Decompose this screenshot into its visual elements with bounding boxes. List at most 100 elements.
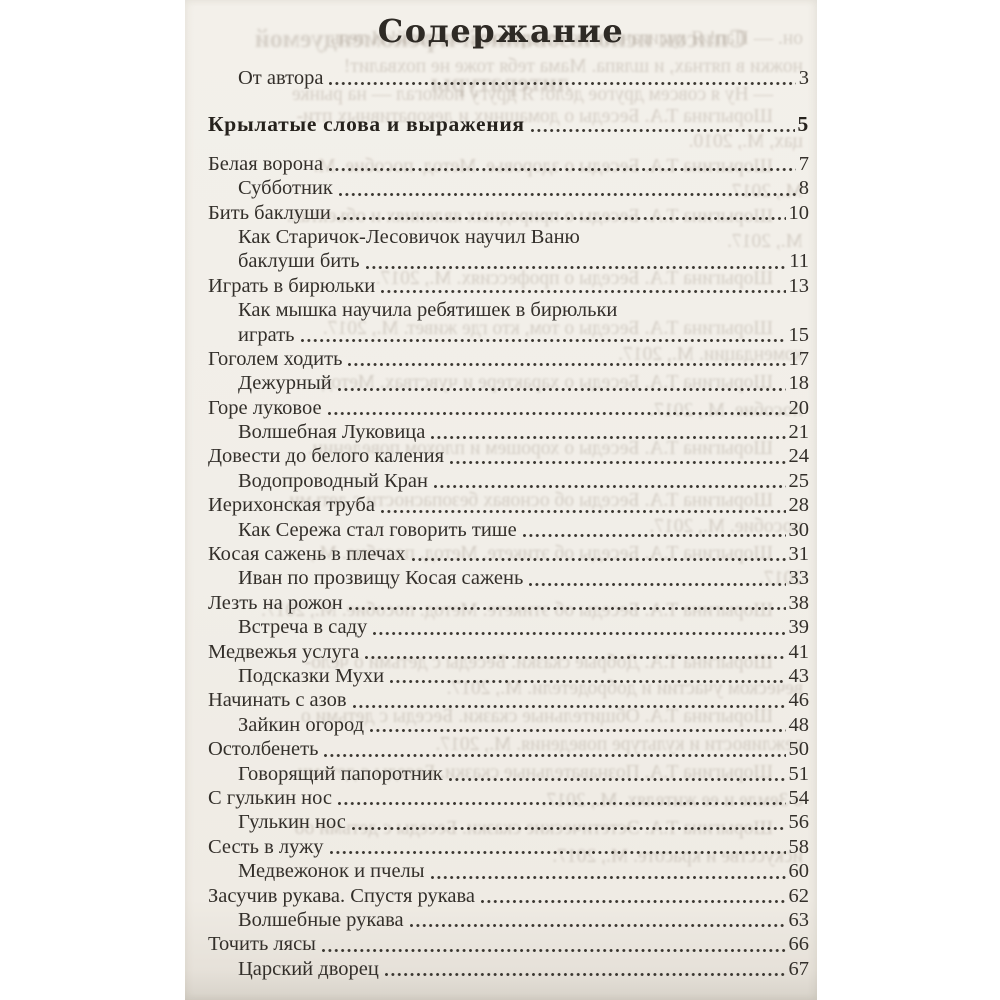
toc-entry-title: От автора [238, 67, 324, 89]
toc-entry-title: баклуши бить [238, 250, 360, 273]
toc-row: Остолбенеть 50 [208, 737, 809, 761]
toc-entry-title: Встреча в саду [238, 616, 368, 639]
toc-row: Субботник 8 [208, 176, 809, 200]
dot-leader [329, 168, 796, 172]
dot-leader [390, 680, 786, 684]
toc-entry-title: Как Сережа стал говорить тише [238, 518, 517, 541]
dot-leader [380, 509, 786, 513]
page-number: 30 [788, 518, 810, 541]
dot-leader [348, 363, 786, 367]
toc-row: Зайкин огород 48 [208, 713, 809, 737]
dot-leader [327, 412, 786, 416]
page-number: 67 [788, 957, 810, 980]
toc-entry-title: Медвежья услуга [208, 640, 360, 663]
book-page: Список использованной и рекомендуемой лит… [185, 0, 817, 1000]
toc-entry-title: Медвежонок и пчелы [238, 860, 425, 883]
toc-entry-title: Белая ворона [208, 152, 324, 175]
toc-entry-title: Как Старичок-Лесовичок научил Ваню [238, 225, 580, 248]
page-number: 20 [788, 396, 810, 419]
toc-entry-title: Бить баклуши [208, 201, 331, 224]
toc-row: Медвежья услуга 41 [208, 640, 809, 664]
page-number: 31 [788, 543, 810, 566]
toc-entry-title: Крылатые слова и выражения [208, 112, 525, 137]
dot-leader [300, 338, 786, 342]
toc-entry-title: Иерихонская труба [208, 494, 375, 517]
page-number: 33 [788, 567, 810, 590]
toc-entry-title: Лезть на рожон [208, 591, 343, 614]
toc-entry-title: Засучив рукава. Спустя рукава [208, 884, 475, 907]
page-number: 63 [788, 908, 810, 931]
dot-leader [481, 899, 786, 903]
toc-row: баклуши бить 11 [208, 249, 809, 273]
toc-entry-title: Волшебная Луковица [238, 421, 426, 444]
toc-row: Играть в бирюльки 13 [208, 274, 809, 298]
toc-entry-title: Зайкин огород [238, 713, 365, 736]
page-number: 13 [788, 274, 810, 297]
page-number: 60 [788, 860, 810, 883]
toc-row: Говорящий папоротник 51 [208, 762, 809, 786]
toc-row: Косая сажень в плечах 31 [208, 542, 809, 566]
toc-row: Как мышка научила ребятишек в бирюльки [208, 298, 809, 322]
toc-entry-title: Горе луковое [208, 396, 322, 419]
dot-leader [431, 436, 786, 440]
toc-entry-title: Начинать с азов [208, 689, 347, 712]
toc-entry-title: Царский дворец [238, 957, 379, 980]
dot-leader [430, 875, 786, 879]
page-number: 15 [788, 323, 810, 346]
toc-row: Волшебная Луковица 21 [208, 420, 809, 444]
toc-row: Медвежонок и пчелы 60 [208, 859, 809, 883]
toc-row: Как Старичок-Лесовичок научил Ваню [208, 225, 809, 249]
dot-leader [530, 128, 795, 132]
dot-leader [348, 607, 786, 611]
dot-leader [433, 485, 786, 489]
page-number: 41 [788, 640, 810, 663]
toc-row: Горе луковое 20 [208, 396, 809, 420]
toc-row: От автора 3 [208, 66, 809, 90]
toc-row: С гулькин нос 54 [208, 786, 809, 810]
toc-entry-title: Волшебные рукава [238, 908, 404, 931]
toc-row: Белая ворона 7 [208, 152, 809, 176]
toc-entry-title: играть [238, 323, 295, 346]
dot-leader [448, 777, 786, 781]
page-number: 39 [788, 616, 810, 639]
page-number: 21 [788, 421, 810, 444]
toc-entry-title: Остолбенеть [208, 738, 319, 761]
toc-row: Как Сережа стал говорить тише 30 [208, 518, 809, 542]
toc-row: Гулькин нос 56 [208, 810, 809, 834]
toc-row: Сесть в лужу 58 [208, 835, 809, 859]
page-number: 43 [788, 664, 810, 687]
page-number: 25 [788, 469, 810, 492]
dot-leader [351, 826, 786, 830]
page-number: 18 [788, 372, 810, 395]
dot-leader [321, 948, 786, 952]
page-number: 7 [798, 152, 809, 175]
toc-row: Засучив рукава. Спустя рукава 62 [208, 884, 809, 908]
dot-leader [338, 192, 796, 196]
toc-entry-title: Косая сажень в плечах [208, 543, 406, 566]
page-number: 58 [788, 835, 810, 858]
page-number: 62 [788, 884, 810, 907]
dot-leader [384, 973, 786, 977]
toc-entry-title: Подсказки Мухи [238, 664, 385, 687]
toc-section-heading: Крылатые слова и выражения 5 [208, 112, 809, 136]
toc-entry-title: Говорящий папоротник [238, 762, 443, 785]
toc-row: Дежурный 18 [208, 371, 809, 395]
page-number: 3 [798, 67, 809, 89]
dot-leader [338, 802, 786, 806]
toc-entry-title: Дежурный [238, 372, 332, 395]
dot-leader [329, 82, 796, 86]
toc-entry-title: Гулькин нос [238, 811, 346, 834]
page-number: 50 [788, 738, 810, 761]
toc-row: Лезть на рожон 38 [208, 591, 809, 615]
toc-list: От автора 3 Крылатые слова и выражения 5 Бел… [208, 66, 809, 981]
page-number: 17 [788, 347, 810, 370]
page-number: 51 [788, 762, 810, 785]
toc-entry-title: Иван по прозвищу Косая сажень [238, 567, 524, 590]
toc-row: Волшебные рукава 63 [208, 908, 809, 932]
page-number: 48 [788, 713, 810, 736]
toc-row: Царский дворец 67 [208, 957, 809, 981]
page-number: 54 [788, 786, 810, 809]
page-number: 8 [798, 177, 809, 200]
toc-row: Иван по прозвищу Косая сажень 33 [208, 566, 809, 590]
toc-row: Начинать с азов 46 [208, 688, 809, 712]
